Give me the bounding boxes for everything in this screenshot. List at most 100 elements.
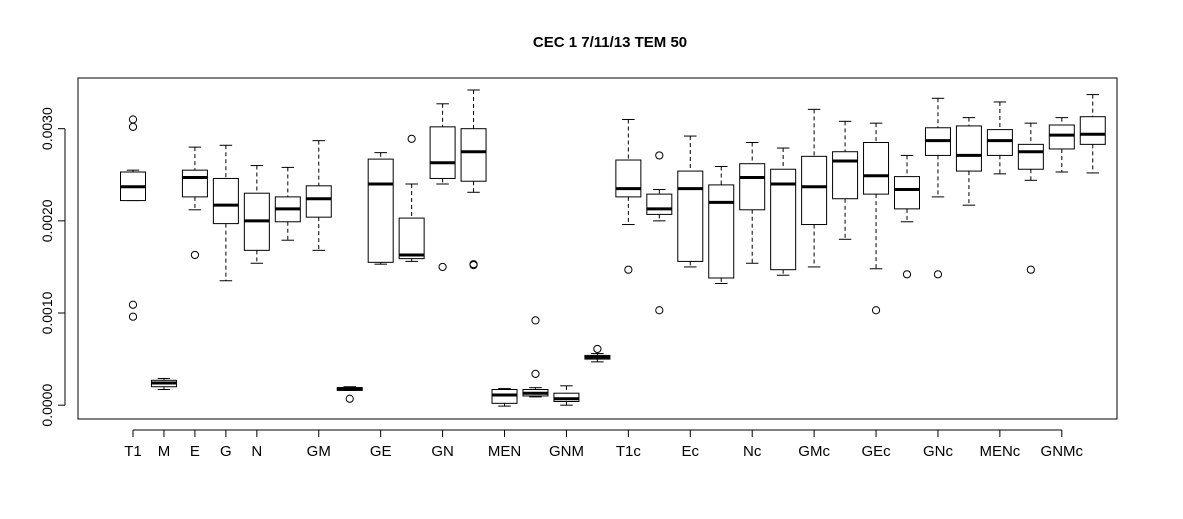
- box-plot: [398, 134, 425, 262]
- y-tick-label: 0.0000: [39, 384, 55, 427]
- box-iqr: [1048, 124, 1075, 150]
- outlier-point: [624, 265, 633, 274]
- x-tick-label: GNMc: [1041, 443, 1084, 460]
- box-iqr: [429, 126, 456, 179]
- box-iqr: [1079, 116, 1106, 145]
- outlier-point: [407, 134, 416, 143]
- outlier-point: [128, 115, 138, 124]
- y-tick-label: 0.0010: [39, 291, 55, 334]
- outlier-point: [531, 369, 540, 378]
- box-plot: [553, 385, 580, 406]
- box-iqr: [955, 125, 982, 172]
- x-tick-label: Ec: [682, 443, 700, 460]
- x-tick-label: GEc: [861, 443, 891, 460]
- box-plot: [584, 344, 611, 363]
- x-tick-label: GM: [307, 443, 331, 460]
- box-iqr: [986, 129, 1013, 156]
- box-plot: [120, 115, 146, 321]
- box-plot: [212, 144, 239, 282]
- x-tick-label: G: [220, 443, 232, 460]
- box-plot: [150, 377, 177, 391]
- box-plot: [1079, 94, 1106, 174]
- x-tick-label: GNM: [549, 443, 584, 460]
- box-plot: [924, 97, 951, 279]
- x-tick-label: GN: [431, 443, 454, 460]
- x-tick-label: GMc: [798, 443, 830, 460]
- x-axis: T1 M E G N GM GE GN MEN GNM T1c Ec Nc GMc GEc GNc MENc GN…: [124, 429, 1084, 460]
- box-plot: [429, 103, 456, 272]
- box-plot: [491, 388, 518, 407]
- outlier-point: [593, 344, 602, 354]
- box-plot: [986, 101, 1013, 175]
- outlier-point: [531, 316, 540, 325]
- box-plot: [708, 165, 735, 285]
- box-iqr: [739, 163, 766, 211]
- box-plot: [739, 142, 766, 264]
- outlier-point: [345, 394, 354, 403]
- box-plot: [894, 154, 920, 279]
- box-plot: [274, 166, 301, 241]
- box-iqr: [677, 170, 704, 262]
- outlier-point: [871, 306, 881, 315]
- x-tick-label: MEN: [488, 443, 521, 460]
- x-tick-label: Nc: [743, 443, 762, 460]
- box-plot: [305, 140, 332, 251]
- box-iqr: [460, 128, 487, 182]
- box-plot: [646, 151, 673, 315]
- box-iqr: [212, 177, 239, 225]
- outlier-point: [128, 122, 138, 131]
- box-plot: [677, 135, 704, 268]
- box-iqr: [1017, 143, 1044, 170]
- box-iqr: [801, 155, 828, 226]
- y-axis: 0.0000 0.0010 0.0020 0.0030: [39, 107, 66, 427]
- x-tick-label: E: [190, 443, 200, 460]
- box-plot: [770, 147, 797, 276]
- box-iqr: [894, 176, 920, 210]
- box-plot: [181, 146, 208, 260]
- y-tick-label: 0.0030: [39, 107, 55, 150]
- outlier-point: [438, 262, 447, 272]
- box-iqr: [832, 151, 859, 200]
- box-iqr: [646, 193, 673, 215]
- y-tick-label: 0.0020: [39, 199, 55, 242]
- box-plot: [615, 118, 642, 274]
- outlier-point: [190, 250, 200, 260]
- box-series: [120, 89, 1106, 407]
- box-plot: [367, 152, 394, 265]
- box-iqr: [863, 142, 890, 195]
- box-plot: [832, 120, 859, 240]
- box-plot: [243, 165, 270, 264]
- plot-frame: [77, 77, 1118, 420]
- outlier-point: [469, 260, 478, 270]
- x-tick-label: MENc: [979, 443, 1020, 460]
- chart-title: CEC 1 7/11/13 TEM 50: [533, 34, 687, 51]
- x-tick-label: GE: [370, 443, 392, 460]
- x-tick-label: N: [251, 443, 262, 460]
- box-iqr: [367, 158, 394, 263]
- box-iqr: [398, 217, 425, 260]
- outlier-point: [933, 270, 943, 279]
- box-plot: [336, 386, 363, 403]
- box-plot: [955, 117, 982, 206]
- box-iqr: [181, 169, 208, 198]
- box-iqr: [615, 159, 642, 198]
- box-iqr: [708, 184, 735, 279]
- outlier-point: [655, 306, 664, 315]
- box-plot: [863, 122, 890, 315]
- outlier-point: [655, 151, 664, 160]
- outlier-point: [1026, 265, 1035, 274]
- outlier-point: [128, 300, 138, 309]
- x-tick-label: GNc: [923, 443, 954, 460]
- x-tick-label: T1c: [616, 443, 642, 460]
- x-tick-label: T1: [124, 443, 142, 460]
- box-plot: [1017, 122, 1044, 274]
- box-iqr: [770, 168, 797, 271]
- box-plot: [460, 89, 487, 270]
- outlier-point: [128, 312, 138, 321]
- box-plot: [801, 108, 828, 268]
- box-plot: [1048, 117, 1075, 173]
- box-plot: [522, 316, 549, 398]
- x-tick-label: M: [158, 443, 171, 460]
- box-iqr: [305, 185, 332, 218]
